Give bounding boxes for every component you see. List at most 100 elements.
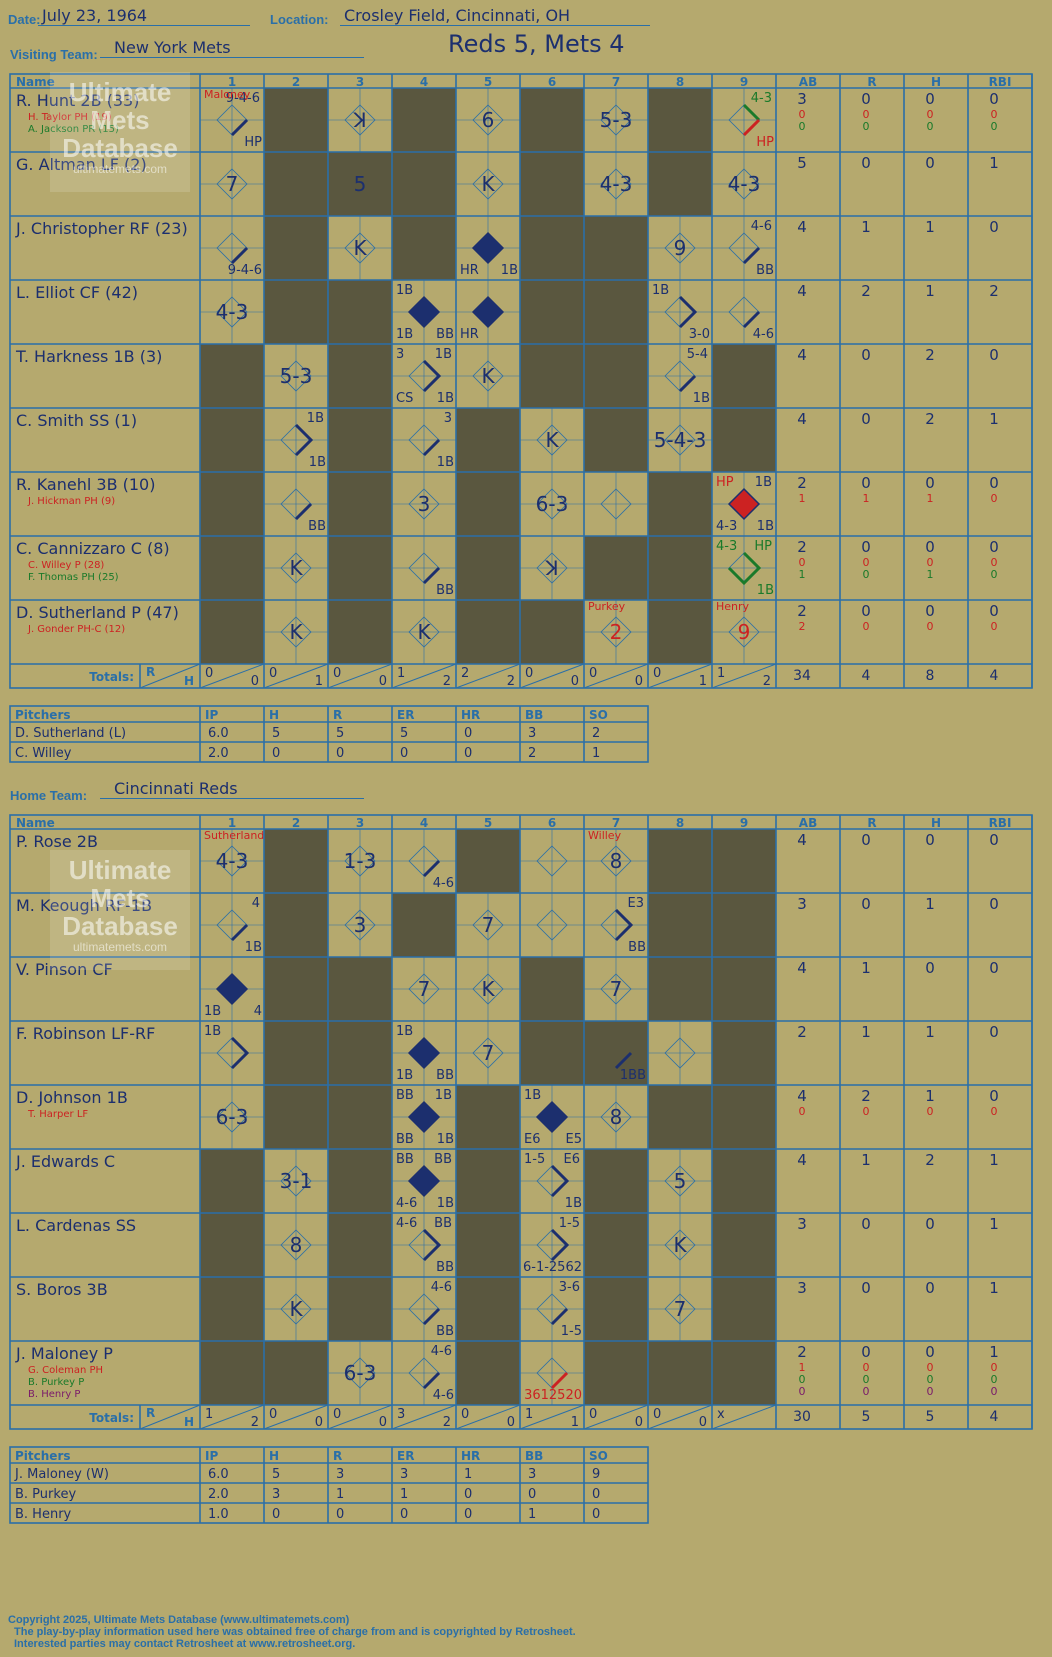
play-notation: 1B [565, 1196, 582, 1211]
shaded-cell [200, 1149, 264, 1213]
inning-hits: 0 [635, 1415, 643, 1430]
visiting-team-name: New York Mets [100, 38, 364, 58]
substitute-name: F. Thomas PH (25) [28, 572, 119, 583]
substitute-stat: 0 [991, 1385, 998, 1398]
basepath-line [230, 118, 249, 137]
batter-name: V. Pinson CF [16, 960, 113, 979]
run-scored-diamond [407, 295, 441, 329]
inning-runs: 0 [269, 666, 277, 681]
play-notation: BB [436, 1068, 454, 1083]
basepath-line [422, 359, 442, 393]
rh-slash [139, 1404, 201, 1430]
totals-slash [711, 1404, 777, 1430]
diamond [408, 973, 440, 1005]
shaded-cell [328, 408, 392, 472]
substitute-stat: 1 [799, 568, 806, 581]
play-notation: HP [756, 135, 774, 150]
diamond [536, 488, 568, 520]
diamond [600, 1101, 632, 1133]
substitute-stat: 0 [863, 1105, 870, 1118]
play-notation: 4-6 [751, 219, 772, 234]
shaded-cell [712, 1213, 776, 1277]
shaded-cell [392, 893, 456, 957]
diamond [344, 909, 376, 941]
batter-stat: 1 [989, 1343, 999, 1361]
play-notation: 6-3 [344, 1361, 377, 1385]
play-notation: 8 [610, 1105, 623, 1129]
play-notation: 1B [437, 1132, 454, 1147]
play-notation: 1B [435, 1088, 452, 1103]
basepath-line [294, 423, 314, 457]
basepath-line [230, 246, 249, 265]
column-header-inning: 1 [228, 75, 236, 89]
column-header-inning: 8 [676, 816, 684, 830]
substitute-stat: 0 [991, 1361, 998, 1374]
inning-runs: 0 [525, 666, 533, 681]
batter-name: R. Kanehl 3B (10) [16, 475, 155, 494]
shaded-cell [328, 1213, 392, 1277]
basepath-line [742, 103, 761, 122]
play-notation: 4-6 [753, 327, 774, 342]
batter-stat: 1 [861, 959, 871, 977]
batter-stat: 0 [925, 959, 935, 977]
basepath-line [550, 1371, 569, 1390]
shaded-cell [264, 1341, 328, 1405]
footer-copyright: Copyright 2025, Ultimate Mets Database (… [8, 1614, 350, 1626]
batter-stat: 4 [797, 218, 807, 236]
batter-stat: 1 [989, 1279, 999, 1297]
play-notation: HR [460, 263, 479, 278]
batter-stat: 0 [989, 959, 999, 977]
batter-name: J. Christopher RF (23) [15, 219, 188, 238]
batter-name: D. Sutherland P (47) [16, 603, 179, 622]
pitcher-stat: 2 [592, 726, 600, 741]
play-notation: K [481, 977, 495, 1001]
batter-name: P. Rose 2B [16, 832, 98, 851]
inning-hits: 0 [507, 1415, 515, 1430]
play-notation: 9-4-6 [226, 91, 260, 106]
substitute-stat: 0 [927, 108, 934, 121]
batter-name: J. Edwards C [15, 1152, 115, 1171]
rh-label: H [184, 1415, 194, 1429]
pitcher-column-header: R [333, 708, 342, 722]
play-notation: E6 [564, 1152, 581, 1167]
logo-text: Database [62, 133, 178, 163]
column-header-stat: RBI [989, 816, 1012, 830]
shaded-cell [264, 1085, 328, 1149]
shaded-cell [456, 1149, 520, 1213]
pitcher-stat: 0 [400, 1507, 408, 1522]
batter-stat: 0 [861, 1279, 871, 1297]
substitute-stat: 0 [799, 1373, 806, 1386]
batter-stat: 0 [861, 154, 871, 172]
shaded-cell [328, 152, 392, 216]
play-notation: ꓘ [544, 556, 558, 580]
play-notation: 7 [418, 977, 431, 1001]
shaded-cell [584, 1149, 648, 1213]
shaded-cell [200, 536, 264, 600]
pitcher-stat: 6.0 [208, 1467, 229, 1482]
substitute-stat: 0 [799, 1105, 806, 1118]
shaded-cell [520, 1021, 584, 1085]
totals-slash [647, 663, 713, 689]
batter-stat: 0 [989, 538, 999, 556]
pitcher-column-header: SO [589, 708, 608, 722]
basepath-line [422, 859, 441, 878]
batter-stat: 0 [925, 90, 935, 108]
inning-hits: 0 [379, 674, 387, 689]
pitcher-stat: 6.0 [208, 726, 229, 741]
batter-stat: 2 [925, 346, 935, 364]
batter-stat: 0 [861, 474, 871, 492]
play-notation: BB [308, 519, 326, 534]
pitcher-column-header: R [333, 1449, 342, 1463]
batter-stat: 4 [797, 346, 807, 364]
play-notation: 1B [204, 1024, 221, 1039]
shaded-cell [712, 1341, 776, 1405]
play-notation: 1B [309, 455, 326, 470]
pitcher-column-header: ER [397, 1449, 414, 1463]
play-notation: 1B [396, 327, 413, 342]
shaded-cell [328, 1277, 392, 1341]
substitute-name: J. Hickman PH (9) [27, 496, 115, 507]
shaded-cell [328, 1085, 392, 1149]
footer: Copyright 2025, Ultimate Mets Database (… [8, 1614, 576, 1650]
visiting-team-label: Visiting Team: [10, 47, 98, 62]
